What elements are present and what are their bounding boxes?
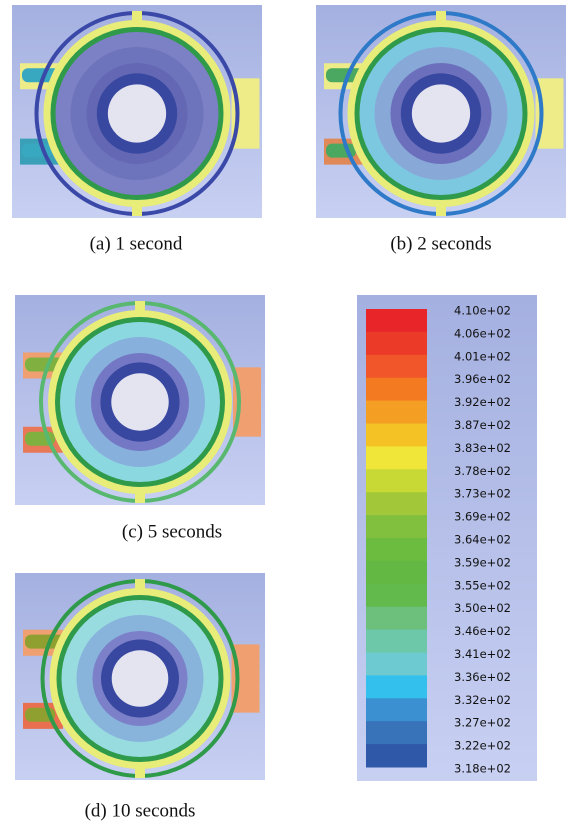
simulation-panel [15,573,265,780]
lug [132,204,142,216]
colorbar-label: 4.10e+02 [454,304,511,318]
colorbar-label: 3.69e+02 [454,510,511,524]
figure-canvas: (a) 1 second (b) 2 seconds (c) 5 seconds… [0,0,566,827]
colorbar-band [366,446,427,469]
caption: (c) 5 seconds [122,521,222,542]
colorbar-label: 4.06e+02 [454,326,511,340]
colorbar-label: 3.83e+02 [454,441,511,455]
colorbar-label: 3.96e+02 [454,372,511,386]
colorbar-band [366,584,427,607]
caption: (b) 2 seconds [390,233,491,254]
colorbar-band [366,378,427,401]
colorbar-label: 3.59e+02 [454,555,511,569]
caption: (d) 10 seconds [85,800,196,821]
lug [135,491,145,503]
colorbar-band [366,424,427,447]
hub-hole [412,84,470,142]
colorbar-label: 3.92e+02 [454,395,511,409]
colorbar-label: 3.73e+02 [454,487,511,501]
colorbar-label: 3.78e+02 [454,464,511,478]
simulation-panel [316,5,566,218]
hub-hole [108,84,166,142]
lug [135,766,145,778]
colorbar-band [366,698,427,721]
colorbar-band [366,469,427,492]
colorbar-band [366,630,427,653]
colorbar-band [366,309,427,332]
colorbar-label: 3.41e+02 [454,647,511,661]
colorbar-label: 3.27e+02 [454,716,511,730]
colorbar-band [366,561,427,584]
simulation-panel [12,5,262,218]
lug [436,204,446,216]
colorbar-label: 3.46e+02 [454,624,511,638]
colorbar-label: 3.87e+02 [454,418,511,432]
colorbar-band [366,515,427,538]
lug [132,11,142,23]
hub-hole [111,373,168,430]
colorbar-label: 3.64e+02 [454,533,511,547]
colorbar-label: 3.22e+02 [454,739,511,753]
colorbar-band [366,492,427,515]
caption: (a) 1 second [90,233,183,254]
colorbar-label: 3.18e+02 [454,762,511,776]
colorbar-band [366,538,427,561]
colorbar-label: 3.32e+02 [454,693,511,707]
colorbar-band [366,744,427,767]
colorbar-band [366,355,427,378]
lug [436,11,446,23]
lug [135,301,145,313]
lug [135,579,145,591]
colorbar-label: 3.50e+02 [454,601,511,615]
colorbar-band [366,607,427,630]
figure: (a) 1 second (b) 2 seconds (c) 5 seconds… [0,0,566,827]
colorbar-band [366,653,427,676]
colorbar-band [366,721,427,744]
colorbar-label: 3.55e+02 [454,578,511,592]
simulation-panel [15,295,265,505]
hub-hole [112,650,169,707]
colorbar-band [366,401,427,424]
colorbar-band [366,675,427,698]
colorbar-label: 3.36e+02 [454,670,511,684]
colorbar-label: 4.01e+02 [454,349,511,363]
colorbar-band [366,332,427,355]
